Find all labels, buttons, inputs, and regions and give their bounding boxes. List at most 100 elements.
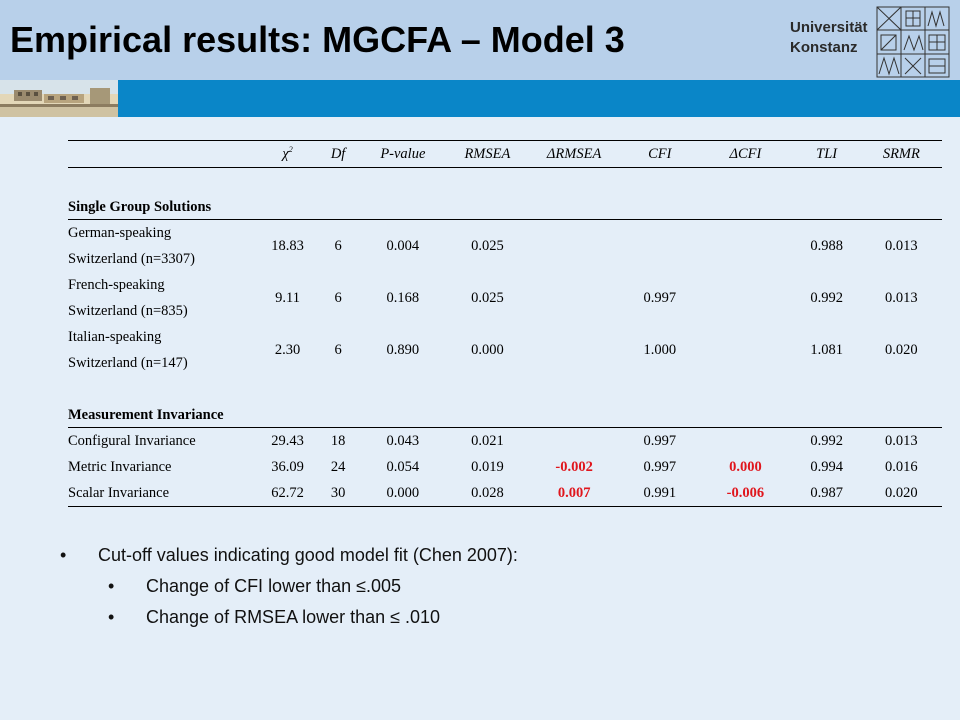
column-header-rmsea: RMSEA (447, 140, 527, 168)
cell-delta-rmsea (527, 324, 621, 376)
cell-delta-rmsea (527, 272, 621, 324)
row-label: Switzerland (n=3307) (68, 250, 195, 267)
cell-tli: 0.988 (792, 219, 861, 272)
cell-chi2: 62.72 (256, 480, 319, 507)
table-row: Metric Invariance 36.09 24 0.054 0.019 -… (68, 454, 942, 480)
cell-srmr: 0.013 (885, 289, 918, 306)
cell-cfi: 0.997 (643, 458, 677, 475)
cell-p-value: 0.054 (386, 458, 420, 475)
cell-rmsea: 0.021 (447, 427, 527, 454)
cell-tli: 0.992 (792, 427, 861, 454)
cell-cfi: 0.997 (621, 427, 699, 454)
table-row: Configural Invariance 29.43 18 0.043 0.0… (68, 427, 942, 454)
sub-bullet-item: • Change of RMSEA lower than ≤ .010 (60, 602, 900, 633)
cell-delta-cfi (698, 324, 792, 376)
cell-delta-rmsea: -0.002 (555, 458, 593, 475)
section-title-measurement-invariance: Measurement Invariance (68, 407, 224, 423)
cell-delta-rmsea (526, 219, 622, 272)
cell-chi2: 36.09 (271, 458, 304, 475)
slide-title: Empirical results: MGCFA – Model 3 (10, 19, 625, 60)
cell-delta-rmsea: 0.007 (526, 480, 622, 507)
cell-p-value: 0.004 (357, 219, 448, 272)
logo-line-2: Konstanz (790, 39, 858, 56)
column-header-tli: TLI (792, 140, 861, 168)
cell-srmr: 0.013 (860, 219, 942, 272)
row-label: French-speaking (68, 276, 165, 293)
cell-p-value: 0.890 (386, 341, 420, 358)
cell-rmsea: 0.028 (447, 480, 527, 507)
table-header-row: χ2 Df P-value RMSEA ΔRMSEA CFI ΔCFI TLI … (68, 140, 942, 168)
bullet-item: • Cut-off values indicating good model f… (60, 540, 900, 571)
section-row: Measurement Invariance (68, 376, 942, 428)
cell-tli: 1.081 (810, 341, 843, 358)
header-color-band (0, 80, 960, 117)
logo-text: Universität Konstanz (790, 18, 868, 58)
cell-df: 24 (330, 458, 346, 475)
cell-delta-cfi (698, 427, 793, 454)
cell-cfi (621, 219, 699, 272)
cell-chi2: 9.11 (275, 289, 300, 306)
cell-delta-cfi (698, 272, 792, 324)
cell-delta-cfi (698, 219, 793, 272)
row-label: Switzerland (n=147) (68, 354, 188, 371)
header-label-blank (68, 140, 257, 168)
row-label: Metric Invariance (68, 458, 172, 475)
cell-rmsea: 0.025 (447, 219, 527, 272)
bullet-text: Change of CFI lower than ≤.005 (146, 576, 402, 596)
column-header-df: Df (318, 140, 358, 168)
table-row: French-speaking 9.11 6 0.168 0.025 0.997… (68, 272, 942, 306)
cell-p-value: 0.043 (357, 427, 448, 454)
column-header-p-value: P-value (357, 140, 448, 168)
table-row: German-speaking 18.83 6 0.004 0.025 0.98… (68, 219, 942, 272)
table-row: Scalar Invariance 62.72 30 0.000 0.028 0… (68, 480, 942, 507)
column-header-cfi: CFI (621, 140, 699, 168)
section-title-single-group: Single Group Solutions (68, 199, 212, 215)
row-label: Scalar Invariance (68, 480, 257, 507)
column-header-delta-cfi: ΔCFI (698, 140, 793, 168)
cell-p-value: 0.000 (357, 480, 448, 507)
bullet-marker: • (108, 607, 115, 627)
column-header-srmr: SRMR (860, 140, 942, 168)
table-row-continuation: Switzerland (n=147) (68, 350, 942, 376)
bullet-marker: • (60, 545, 67, 565)
row-label: Configural Invariance (68, 427, 257, 454)
bullet-text: Cut-off values indicating good model fit… (98, 545, 518, 565)
cell-delta-rmsea (526, 427, 622, 454)
mgcfa-results-table: χ2 Df P-value RMSEA ΔRMSEA CFI ΔCFI TLI … (68, 140, 942, 507)
bullet-marker: • (108, 576, 115, 596)
cell-delta-cfi: 0.000 (729, 458, 762, 475)
cell-srmr: 0.013 (860, 427, 942, 454)
university-emblem-icon (876, 6, 950, 78)
table-row: Italian-speaking 2.30 6 0.890 0.000 1.00… (68, 324, 942, 358)
title-band: Empirical results: MGCFA – Model 3 Unive… (0, 0, 960, 80)
row-label: Italian-speaking (68, 328, 162, 345)
row-label: Switzerland (n=835) (68, 302, 188, 319)
cell-tli: 0.987 (792, 480, 861, 507)
cell-df: 18 (318, 427, 358, 454)
cell-tli: 0.994 (810, 458, 843, 475)
cell-srmr: 0.020 (885, 341, 918, 358)
cutoff-bullet-list: • Cut-off values indicating good model f… (60, 540, 900, 633)
cell-chi2: 2.30 (274, 341, 301, 358)
cell-rmsea: 0.000 (471, 341, 504, 358)
cell-chi2: 29.43 (256, 427, 319, 454)
cell-cfi: 1.000 (643, 341, 677, 358)
cell-cfi: 0.991 (621, 480, 699, 507)
bullet-text: Change of RMSEA lower than ≤ .010 (146, 607, 441, 627)
cell-srmr: 0.016 (885, 458, 918, 475)
cell-rmsea: 0.019 (471, 458, 504, 475)
table-row-continuation: Switzerland (n=835) (68, 298, 942, 324)
cell-df: 6 (334, 289, 342, 306)
section-row: Single Group Solutions (68, 168, 942, 220)
cell-tli: 0.992 (810, 289, 843, 306)
sub-bullet-item: • Change of CFI lower than ≤.005 (60, 571, 900, 602)
cell-srmr: 0.020 (860, 480, 942, 507)
cell-cfi: 0.997 (643, 289, 677, 306)
cell-chi2: 18.83 (256, 219, 319, 272)
building-photo (0, 80, 118, 117)
table-row-continuation: Switzerland (n=3307) (68, 246, 942, 272)
cell-df: 30 (318, 480, 358, 507)
university-logo: Universität Konstanz (790, 6, 952, 78)
column-header-delta-rmsea: ΔRMSEA (526, 140, 622, 168)
cell-p-value: 0.168 (386, 289, 420, 306)
